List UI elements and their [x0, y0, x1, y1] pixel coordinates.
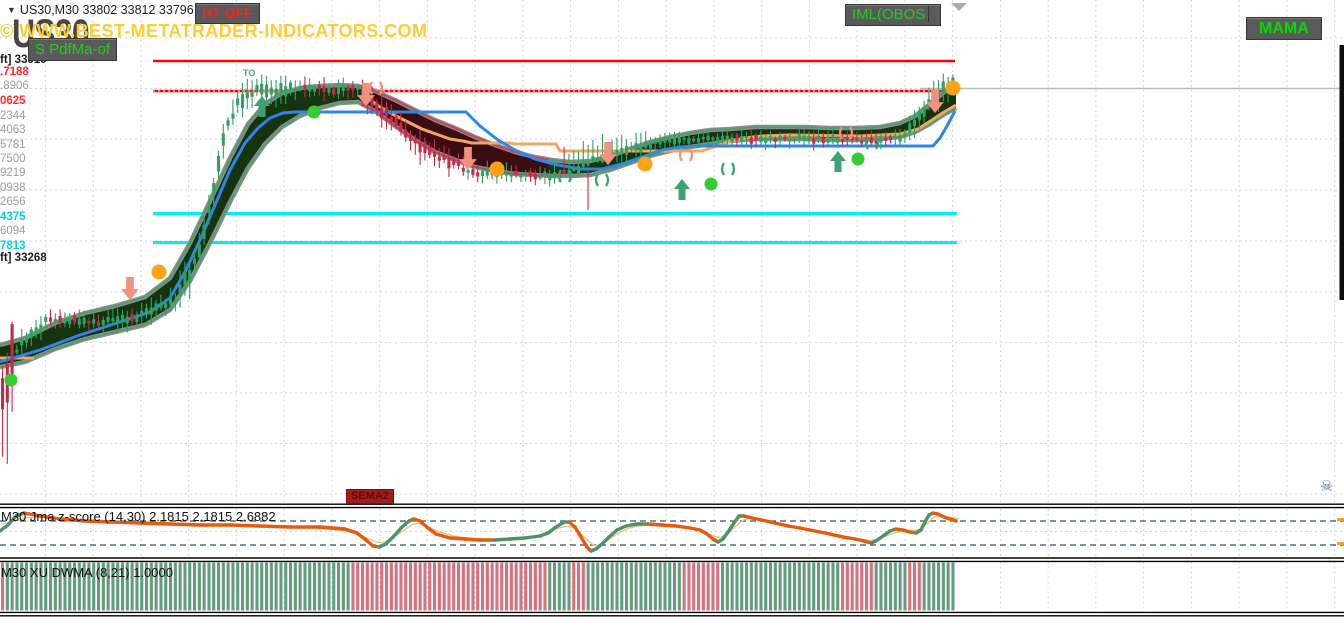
ht-off-badge[interactable]: HT OFF [195, 3, 260, 24]
price-label: 7500 [0, 153, 26, 165]
price-label: 4375 [0, 211, 26, 223]
to-marker-label: TO [243, 68, 256, 78]
signal-markers [4, 3, 967, 387]
symbol-info-bar[interactable]: ▼ US30,M30 33802 33812 33796 [7, 3, 194, 17]
price-label: 2656 [0, 196, 26, 208]
buy-arrow-icon [830, 151, 846, 172]
paren-signal-marker [678, 148, 694, 162]
orange-signal-dot [637, 156, 653, 172]
level-lines [153, 45, 1344, 300]
panel-separators [0, 503, 1344, 617]
right-edge-bar [1339, 45, 1344, 300]
orange-signal-dot [945, 80, 961, 96]
price-label: 4063 [0, 124, 26, 136]
sell-arrow-icon [121, 277, 139, 301]
dwma-panel-label: M30 XU DWMA (8,21) 1.0000 [1, 565, 173, 580]
green-signal-dot [851, 152, 865, 166]
skull-crossbones-icon: ☠ [1320, 478, 1334, 495]
zscore-panel [0, 511, 1344, 553]
price-label: 7813 [0, 240, 26, 252]
buy-arrow-icon [254, 96, 270, 117]
time-marker-triangle-icon [951, 3, 967, 11]
zscore-right-tick [1337, 518, 1344, 521]
orange-signal-dot [151, 264, 167, 280]
green-signal-dot [704, 177, 718, 191]
chevron-down-icon[interactable]: ▼ [7, 5, 16, 15]
paren-signal-marker [720, 162, 736, 176]
pdfma-badge[interactable]: S PdfMa-of [28, 38, 118, 61]
price-label: 0625 [0, 95, 26, 107]
paren-signal-marker [557, 169, 573, 183]
buy-arrow-icon [674, 179, 690, 200]
mama-badge[interactable]: MAMA [1246, 17, 1322, 40]
symbol-ohlc-text: US30,M30 33802 33812 33796 [19, 3, 194, 17]
price-label: ft] 33268 [0, 252, 47, 264]
price-label: 2344 [0, 110, 26, 122]
paren-signal-marker [864, 136, 880, 150]
candles-layer [0, 73, 955, 465]
zscore-panel-label: M30 Jma z-score (14,30) 2.1815 2.1815 2.… [1, 509, 276, 524]
sell-arrow-icon [599, 142, 617, 166]
green-signal-dot [307, 105, 321, 119]
sell-arrow-icon [357, 83, 375, 107]
ema2-badge[interactable]: SEMA2 [346, 489, 394, 504]
green-signal-dot [4, 373, 18, 387]
price-label: 5781 [0, 139, 26, 151]
price-label: .8906 [0, 80, 29, 92]
dwma-histogram [1, 562, 955, 611]
paren-signal-marker [594, 173, 610, 187]
price-label: 0938 [0, 182, 26, 194]
iml-obos-label: IML(OBOS [852, 6, 926, 23]
ma-band [0, 82, 958, 370]
sell-arrow-icon [926, 90, 944, 114]
site-watermark: © WWW.BEST-METATRADER-INDICATORS.COM [0, 21, 428, 41]
price-label: 6094 [0, 225, 26, 237]
iml-obos-badge[interactable]: IML(OBOS [845, 4, 942, 26]
price-label: 9219 [0, 167, 26, 179]
paren-signal-marker [838, 126, 854, 140]
sell-arrow-icon [459, 147, 477, 171]
iml-badge-tab [928, 6, 939, 22]
orange-signal-dot [489, 161, 505, 177]
zscore-right-tick [1337, 542, 1344, 545]
price-label: .7188 [0, 66, 29, 78]
blue-stepline [0, 110, 957, 364]
paren-signal-marker [368, 81, 384, 95]
